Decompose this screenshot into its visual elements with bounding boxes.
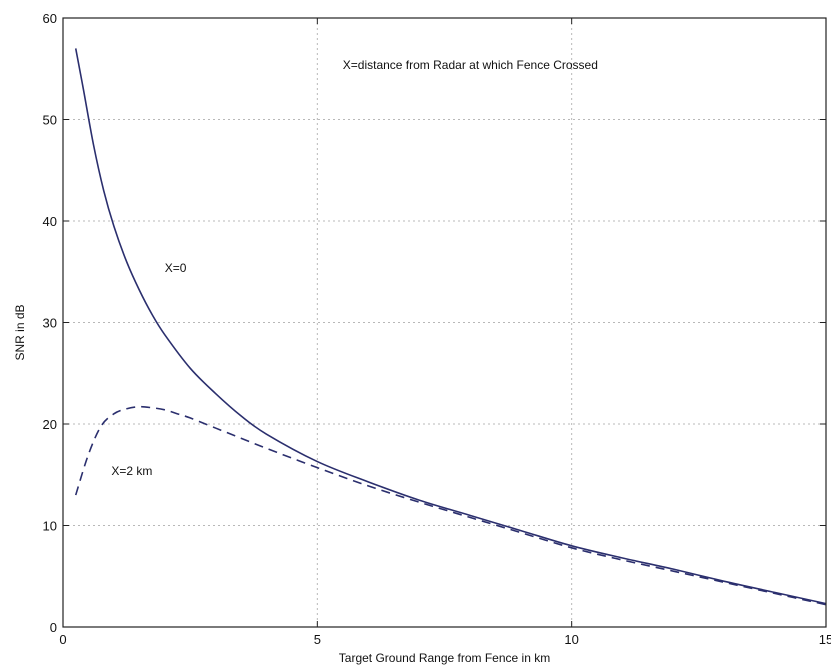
y-axis-label: SNR in dB	[13, 304, 27, 360]
y-tick-label: 0	[50, 620, 57, 635]
y-tick-label: 60	[43, 11, 57, 26]
annotation-x0: X=0	[165, 261, 187, 275]
x-tick-label: 10	[564, 632, 578, 647]
x-tick-label: 5	[314, 632, 321, 647]
x-axis-label: Target Ground Range from Fence in km	[339, 651, 550, 665]
grid-layer	[63, 18, 826, 627]
series-line-x2km	[74, 405, 827, 606]
y-tick-label: 40	[43, 214, 57, 229]
y-tick-label: 30	[43, 316, 57, 331]
tick-layer	[62, 17, 827, 628]
label-layer: 0 5 10 15 0 10 20 30 40 50 60	[43, 11, 831, 647]
series-layer	[74, 48, 827, 606]
y-tick-label: 20	[43, 417, 57, 432]
annotation-fence-note: X=distance from Radar at which Fence Cro…	[343, 58, 598, 72]
x-tick-label: 15	[819, 632, 831, 647]
y-tick-label: 10	[43, 519, 57, 534]
annotation-x2km: X=2 km	[111, 464, 152, 478]
x-tick-label: 0	[59, 632, 66, 647]
series-line-x0	[74, 48, 827, 605]
y-tick-label: 50	[43, 113, 57, 128]
